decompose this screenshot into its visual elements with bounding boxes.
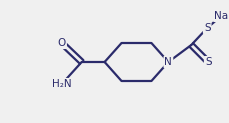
Text: O: O: [57, 38, 65, 48]
Text: S: S: [204, 57, 211, 67]
Text: H₂N: H₂N: [52, 79, 71, 89]
Text: S: S: [203, 23, 210, 33]
Text: N: N: [164, 57, 172, 67]
Text: Na: Na: [213, 11, 227, 21]
